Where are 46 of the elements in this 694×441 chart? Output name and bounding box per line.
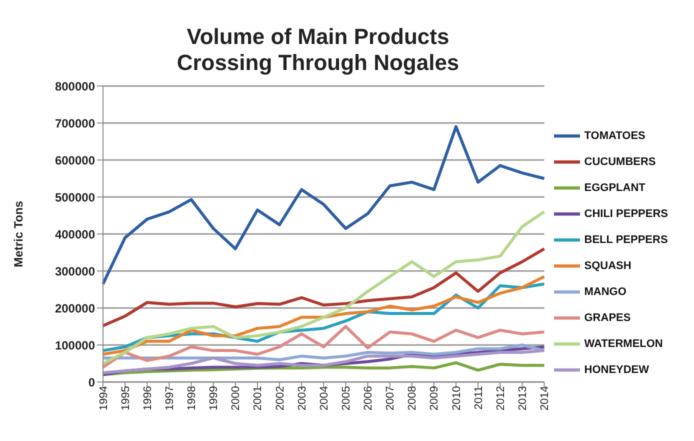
y-tick-label: 400000 xyxy=(54,227,96,242)
legend-label: GRAPES xyxy=(584,311,631,324)
x-tick-label: 2009 xyxy=(428,386,441,410)
line-series xyxy=(102,325,546,369)
x-tick-label: 2007 xyxy=(384,386,397,410)
x-tick-label: 2002 xyxy=(274,386,286,410)
legend-label: MANGO xyxy=(584,285,626,298)
y-tick-label: 0 xyxy=(88,375,96,390)
chart-title: Volume of Main Products Crossing Through Nogales xyxy=(176,24,460,76)
legend-label: CUCUMBERS xyxy=(584,155,656,168)
legend-label: HONEYDEW xyxy=(584,363,650,376)
x-tick-label: 1995 xyxy=(120,386,132,410)
y-tick-label: 800000 xyxy=(54,79,96,94)
legend-label: EGGPLANT xyxy=(584,181,646,194)
x-tick-label: 2011 xyxy=(472,386,485,410)
y-tick-label: 300000 xyxy=(54,264,96,278)
x-tick-label: 2003 xyxy=(296,386,308,410)
y-tick-label: 600000 xyxy=(54,153,96,168)
x-tick-label: 1999 xyxy=(208,386,220,410)
y-axis-title: Metric Tons xyxy=(11,200,26,268)
line-series xyxy=(102,247,546,328)
y-tick-label: 200000 xyxy=(54,301,96,316)
y-tick-label: 500000 xyxy=(54,190,96,204)
x-tick-label: 2010 xyxy=(450,386,463,410)
x-tick-label: 2001 xyxy=(252,386,264,410)
x-tick-label: 2008 xyxy=(406,386,419,410)
legend-label: WATERMELON xyxy=(584,337,663,350)
x-tick-label: 2006 xyxy=(362,386,375,410)
legend-label: SQUASH xyxy=(584,259,632,272)
line-series xyxy=(102,210,546,365)
x-tick-label: 2000 xyxy=(230,386,242,410)
x-tick-label: 2014 xyxy=(539,386,552,410)
line-series xyxy=(102,125,546,286)
x-tick-label: 1998 xyxy=(186,386,198,410)
legend-label: BELL PEPPERS xyxy=(584,233,668,246)
y-tick-label: 100000 xyxy=(54,338,96,352)
x-tick-label: 1994 xyxy=(98,386,110,410)
x-tick-label: 1996 xyxy=(142,386,154,410)
x-tick-label: 2005 xyxy=(340,386,352,410)
legend-label: CHILI PEPPERS xyxy=(584,207,668,220)
x-tick-label: 1997 xyxy=(164,386,176,410)
legend-label: TOMATOES xyxy=(584,129,646,142)
x-tick-label: 2004 xyxy=(318,386,330,410)
y-tick-label: 700000 xyxy=(54,116,96,130)
x-tick-label: 2013 xyxy=(516,386,529,410)
x-tick-label: 2012 xyxy=(494,386,507,410)
